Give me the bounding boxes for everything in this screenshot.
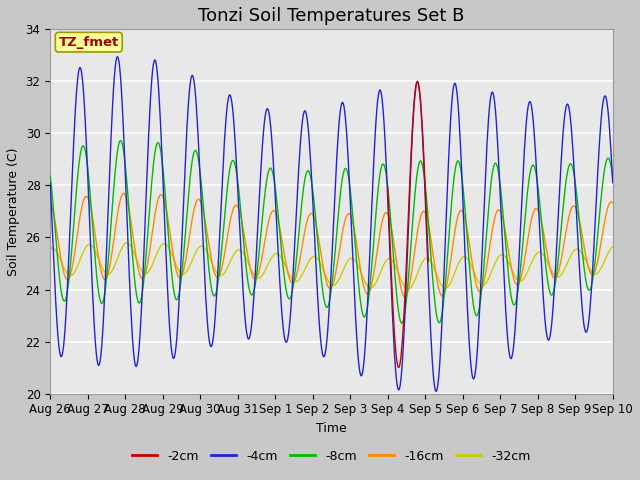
Title: Tonzi Soil Temperatures Set B: Tonzi Soil Temperatures Set B <box>198 7 465 25</box>
Text: TZ_fmet: TZ_fmet <box>59 36 119 48</box>
Y-axis label: Soil Temperature (C): Soil Temperature (C) <box>7 147 20 276</box>
Legend: -2cm, -4cm, -8cm, -16cm, -32cm: -2cm, -4cm, -8cm, -16cm, -32cm <box>127 444 536 468</box>
X-axis label: Time: Time <box>316 422 347 435</box>
